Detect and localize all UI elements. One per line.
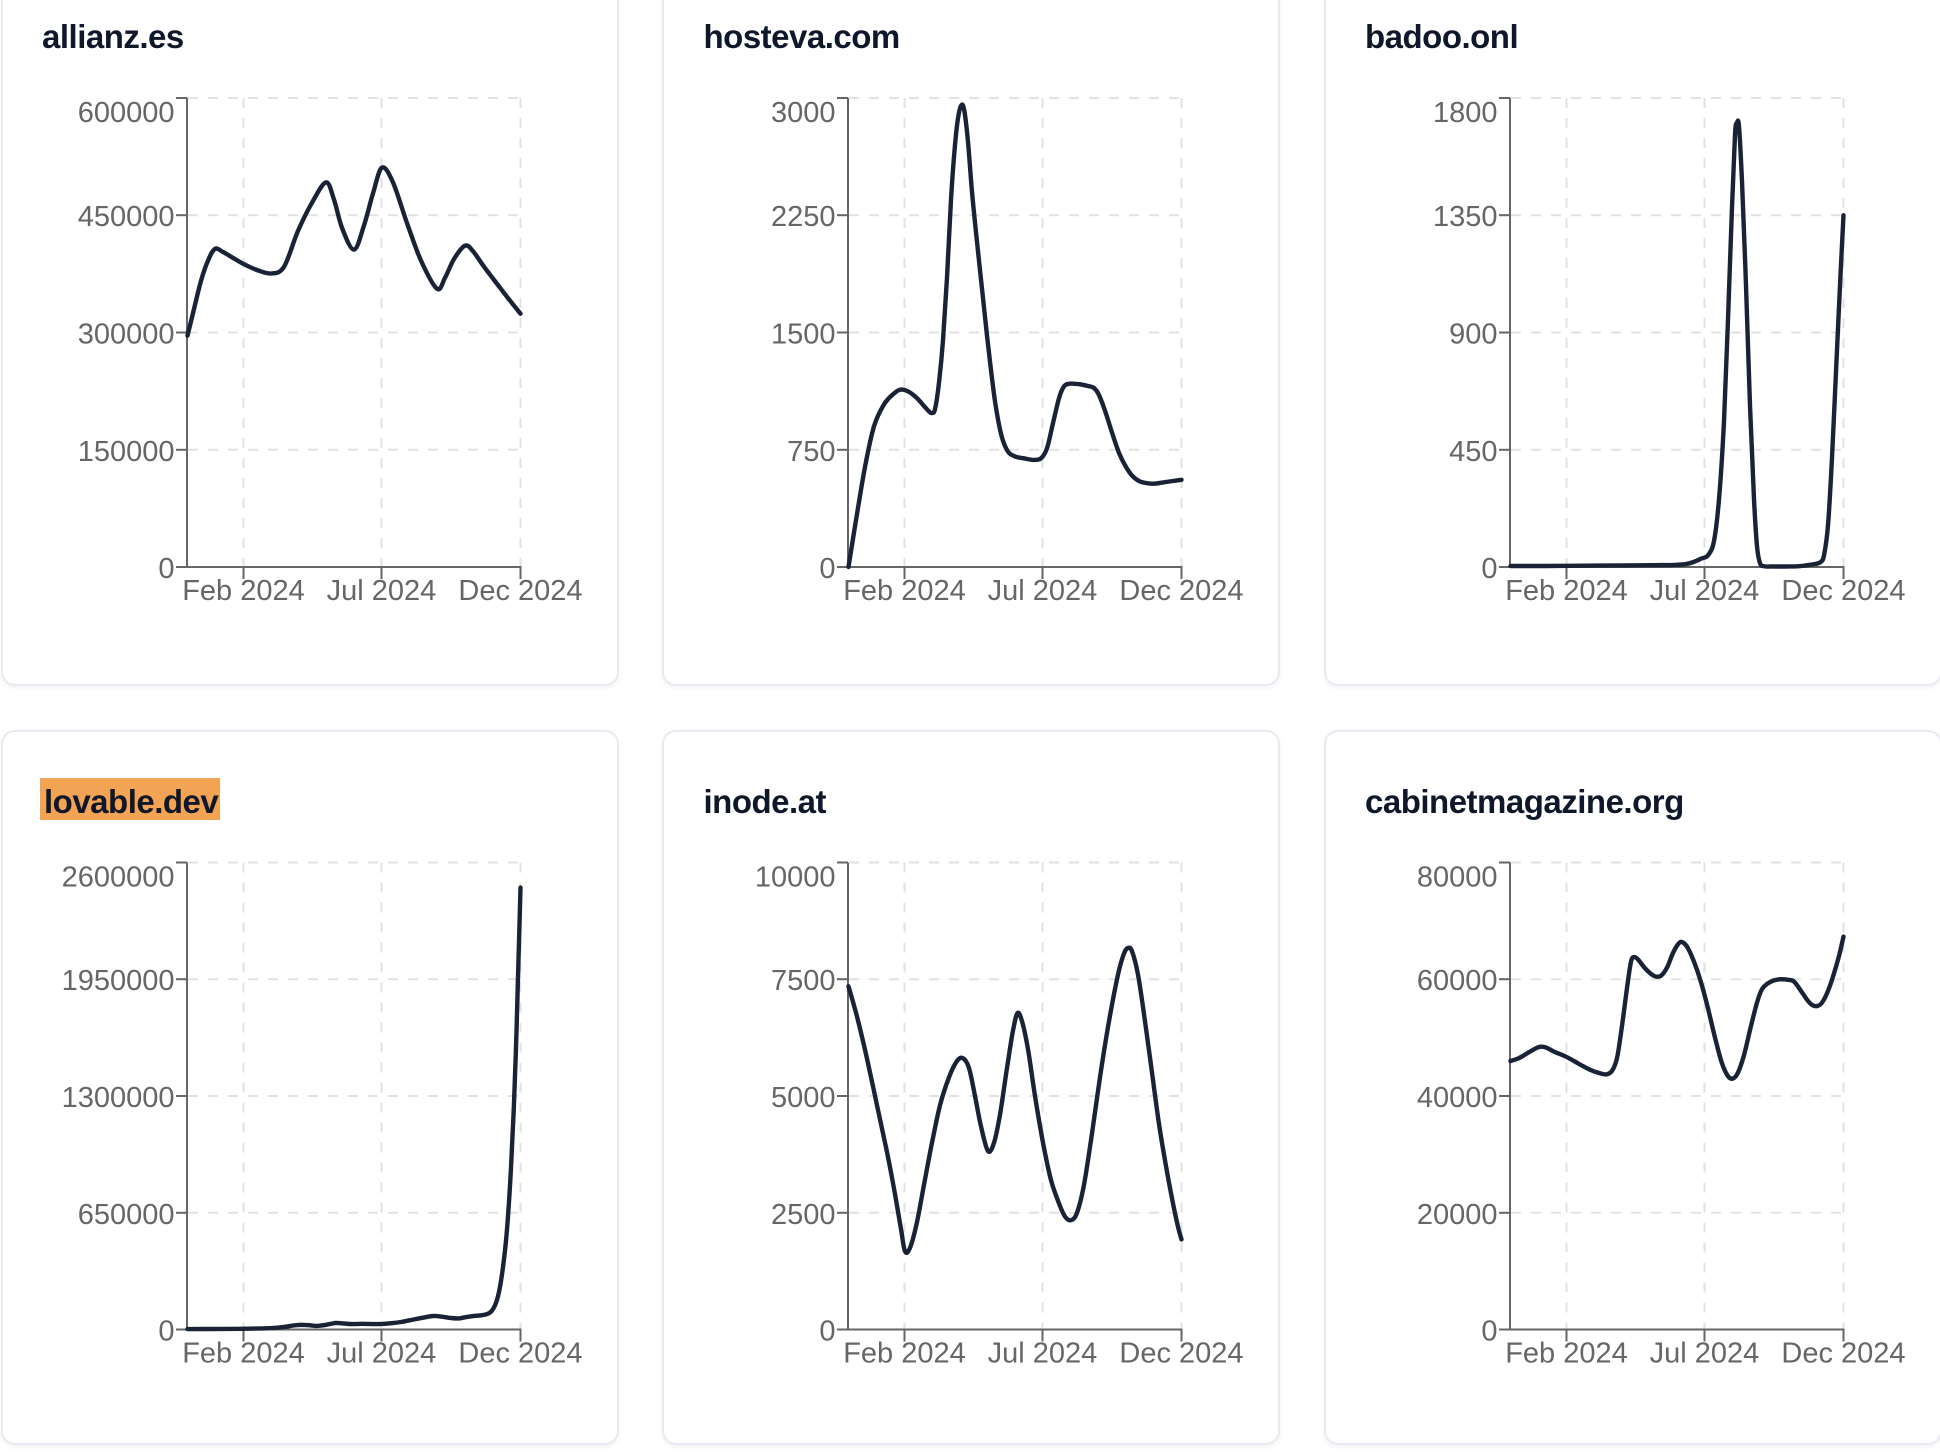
svg-text:3000: 3000 (771, 97, 836, 129)
svg-text:Jul 2024: Jul 2024 (988, 1337, 1098, 1369)
svg-text:Jul 2024: Jul 2024 (1649, 575, 1759, 607)
svg-text:0: 0 (1481, 1315, 1497, 1347)
svg-text:Jul 2024: Jul 2024 (326, 575, 436, 607)
svg-text:1350: 1350 (1432, 201, 1497, 233)
svg-text:900: 900 (1449, 318, 1497, 350)
svg-text:0: 0 (158, 1315, 174, 1347)
svg-text:2500: 2500 (771, 1198, 836, 1230)
svg-text:1950000: 1950000 (61, 965, 174, 997)
svg-text:20000: 20000 (1416, 1198, 1497, 1230)
svg-text:1500: 1500 (771, 318, 836, 350)
svg-text:2600000: 2600000 (61, 861, 174, 893)
svg-text:7500: 7500 (771, 965, 836, 997)
svg-text:Feb 2024: Feb 2024 (182, 1337, 305, 1369)
svg-text:Dec 2024: Dec 2024 (1781, 1337, 1905, 1369)
svg-text:1300000: 1300000 (61, 1082, 174, 1114)
svg-text:60000: 60000 (1416, 965, 1497, 997)
svg-text:450: 450 (1449, 435, 1497, 467)
svg-text:Dec 2024: Dec 2024 (1781, 575, 1905, 607)
svg-text:Dec 2024: Dec 2024 (1119, 1337, 1243, 1369)
svg-text:Jul 2024: Jul 2024 (326, 1337, 436, 1369)
svg-text:Dec 2024: Dec 2024 (1119, 575, 1243, 607)
svg-text:Feb 2024: Feb 2024 (1505, 1337, 1628, 1369)
svg-text:Dec 2024: Dec 2024 (458, 1337, 582, 1369)
svg-text:80000: 80000 (1416, 861, 1497, 893)
svg-text:Feb 2024: Feb 2024 (182, 575, 305, 607)
svg-text:40000: 40000 (1416, 1082, 1497, 1114)
svg-text:450000: 450000 (77, 201, 174, 233)
svg-text:0: 0 (158, 553, 174, 585)
svg-text:1800: 1800 (1432, 97, 1497, 129)
svg-text:Dec 2024: Dec 2024 (458, 575, 582, 607)
svg-text:5000: 5000 (771, 1082, 836, 1114)
svg-text:Feb 2024: Feb 2024 (843, 1337, 966, 1369)
svg-text:2250: 2250 (771, 201, 836, 233)
svg-text:150000: 150000 (77, 435, 174, 467)
svg-text:650000: 650000 (77, 1198, 174, 1230)
svg-text:Feb 2024: Feb 2024 (843, 575, 966, 607)
svg-text:Jul 2024: Jul 2024 (1649, 1337, 1759, 1369)
svg-text:300000: 300000 (77, 318, 174, 350)
svg-text:0: 0 (819, 553, 835, 585)
svg-text:Feb 2024: Feb 2024 (1505, 575, 1628, 607)
svg-text:Jul 2024: Jul 2024 (988, 575, 1098, 607)
svg-text:750: 750 (787, 435, 835, 467)
svg-text:0: 0 (1481, 553, 1497, 585)
svg-text:10000: 10000 (755, 861, 836, 893)
svg-text:0: 0 (819, 1315, 835, 1347)
svg-text:600000: 600000 (77, 97, 174, 129)
